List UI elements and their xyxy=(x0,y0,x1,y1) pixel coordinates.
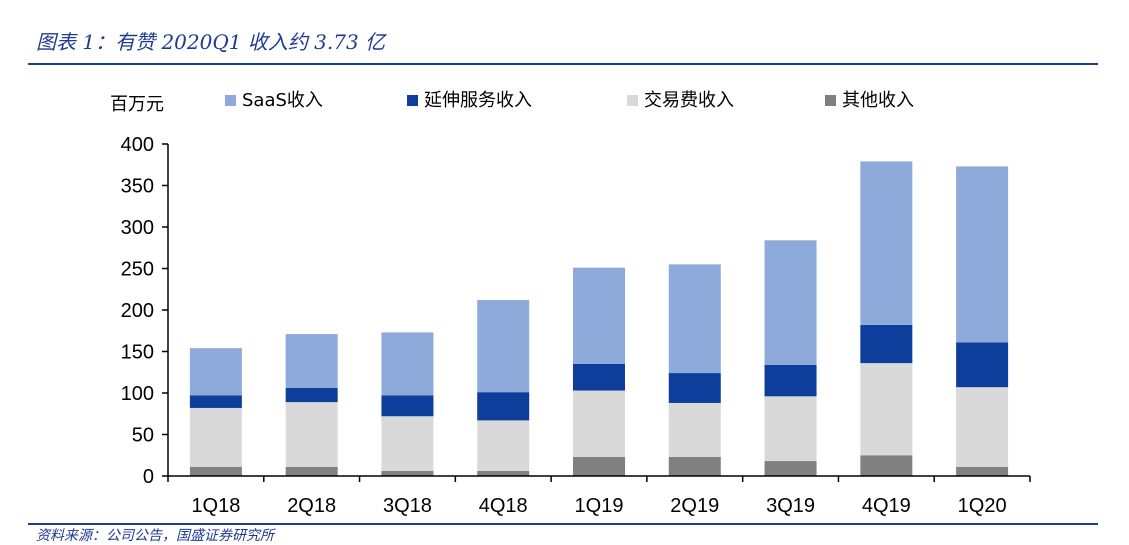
bar-segment xyxy=(381,395,434,417)
bar-segment xyxy=(764,461,817,476)
legend-swatch xyxy=(407,95,418,106)
footer-rule xyxy=(28,523,1098,525)
chart-title: 图表 1：有赞 2020Q1 收入约 3.73 亿 xyxy=(36,30,386,54)
x-tick-label: 1Q19 xyxy=(575,495,624,517)
y-tick-label: 350 xyxy=(121,176,154,198)
bar-segment xyxy=(477,471,530,476)
bar-segment xyxy=(285,466,338,476)
bar-segment xyxy=(668,264,721,374)
y-tick-label: 300 xyxy=(121,217,154,239)
x-tick-label: 3Q19 xyxy=(766,495,815,517)
bar-segment xyxy=(573,390,625,457)
y-tick-label: 0 xyxy=(143,466,154,488)
bar-segment xyxy=(285,334,338,389)
bar-segment xyxy=(381,416,434,472)
x-tick-label: 4Q18 xyxy=(479,495,528,517)
legend-swatch xyxy=(627,95,638,106)
bar-segment xyxy=(860,363,913,456)
bar-segment xyxy=(285,388,338,403)
y-axis: 0 50 100 150 200 250 300 350 400 xyxy=(121,134,169,488)
legend-swatch xyxy=(225,95,236,106)
bar-segment xyxy=(381,332,434,396)
x-tick-label: 3Q18 xyxy=(383,495,432,517)
x-tick-label: 4Q19 xyxy=(862,495,911,517)
bar-segment xyxy=(860,324,913,364)
bar-segment xyxy=(764,396,817,462)
x-tick-label: 2Q19 xyxy=(670,495,719,517)
bar-segment xyxy=(668,373,721,403)
bar-segment xyxy=(477,420,530,472)
y-tick-label: 200 xyxy=(121,300,154,322)
bar-segment xyxy=(381,471,434,476)
legend-label: 其他收入 xyxy=(842,90,914,111)
bar-segment xyxy=(956,342,1009,388)
x-tick-label: 1Q20 xyxy=(958,495,1007,517)
bars xyxy=(189,161,1009,476)
bar-segment xyxy=(764,364,817,397)
bar-segment xyxy=(573,363,625,391)
y-tick-label: 400 xyxy=(121,134,154,156)
bar-segment xyxy=(860,161,913,325)
x-tick-label: 2Q18 xyxy=(287,495,336,517)
x-tick-label: 1Q18 xyxy=(191,495,240,517)
y-unit-label: 百万元 xyxy=(110,94,164,115)
legend: SaaS收入 延伸服务收入 交易费收入 其他收入 xyxy=(225,90,914,111)
y-tick-label: 50 xyxy=(132,425,154,447)
bar-segment xyxy=(668,456,721,476)
bar-segment xyxy=(189,466,242,476)
bar-segment xyxy=(668,402,721,457)
stacked-bar-chart: SaaS收入 延伸服务收入 交易费收入 其他收入 百万元 0 50 100 150 200 25… xyxy=(110,90,1031,517)
y-tick-label: 100 xyxy=(121,383,154,405)
source-note: 资料来源：公司公告，国盛证券研究所 xyxy=(36,528,274,544)
legend-label: SaaS收入 xyxy=(242,90,323,111)
bar-segment xyxy=(573,267,625,364)
bar-segment xyxy=(956,466,1009,476)
bar-segment xyxy=(189,407,242,467)
bar-segment xyxy=(285,402,338,467)
bar-segment xyxy=(189,348,242,396)
y-tick-label: 250 xyxy=(121,259,154,281)
bar-segment xyxy=(477,300,530,393)
y-tick-label: 150 xyxy=(121,342,154,364)
bar-segment xyxy=(189,395,242,408)
bar-segment xyxy=(860,455,913,476)
title-rule xyxy=(28,63,1098,65)
bar-segment xyxy=(764,240,817,365)
legend-label: 延伸服务收入 xyxy=(424,90,532,111)
bar-segment xyxy=(956,387,1009,467)
x-axis: 1Q18 2Q18 3Q18 4Q18 1Q19 2Q19 3Q19 4Q19 1Q20 xyxy=(167,475,1031,517)
bar-segment xyxy=(477,392,530,421)
legend-swatch xyxy=(825,95,836,106)
legend-label: 交易费收入 xyxy=(644,90,734,111)
bar-segment xyxy=(956,166,1009,343)
bar-segment xyxy=(573,456,625,476)
